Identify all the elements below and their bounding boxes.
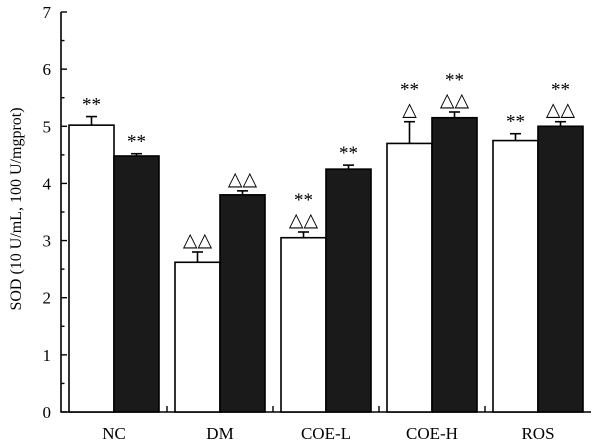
bar xyxy=(386,142,433,413)
significance-marker: △△ xyxy=(440,90,470,111)
bars xyxy=(68,111,584,413)
y-tick-label: 7 xyxy=(43,3,52,22)
x-tick-label: DM xyxy=(206,424,233,443)
significance-marker: ** xyxy=(551,80,570,101)
y-tick-label: 0 xyxy=(43,403,52,422)
x-tick-label: COE-H xyxy=(406,424,458,443)
y-tick-label: 6 xyxy=(43,60,52,79)
significance-marker: △△ xyxy=(183,230,213,251)
bar xyxy=(280,236,327,413)
significance-annotations: ****△△△△△△****△** △△****△△** xyxy=(82,70,575,251)
y-tick-label: 2 xyxy=(43,289,52,308)
significance-marker: ** xyxy=(82,95,101,116)
bar xyxy=(174,261,221,413)
bar xyxy=(431,116,478,413)
x-tick-label: NC xyxy=(102,424,126,443)
significance-marker: △△ xyxy=(289,210,319,231)
significance-marker: ** xyxy=(506,112,525,133)
bar xyxy=(492,139,539,413)
significance-marker: ** xyxy=(127,132,146,153)
x-tick-label: COE-L xyxy=(301,424,351,443)
y-tick-label: 5 xyxy=(43,117,52,136)
significance-marker: ** xyxy=(339,143,358,164)
significance-marker: ** xyxy=(400,80,419,101)
significance-marker: ** xyxy=(294,190,313,211)
y-tick-label: 1 xyxy=(43,346,52,365)
bar xyxy=(219,194,266,413)
significance-marker: ** xyxy=(445,70,464,91)
bar xyxy=(537,125,584,413)
x-tick-label: ROS xyxy=(521,424,554,443)
significance-marker: △△ xyxy=(546,100,576,121)
significance-marker: △ xyxy=(402,100,417,121)
significance-marker: △△ xyxy=(228,169,258,190)
bar xyxy=(113,155,160,413)
bar xyxy=(68,124,115,413)
y-axis-label: SOD (10 U/mL, 100 U/mgprot) xyxy=(8,107,25,310)
y-tick-label: 4 xyxy=(43,174,52,193)
bar xyxy=(325,168,372,413)
y-tick-label: 3 xyxy=(43,232,52,251)
